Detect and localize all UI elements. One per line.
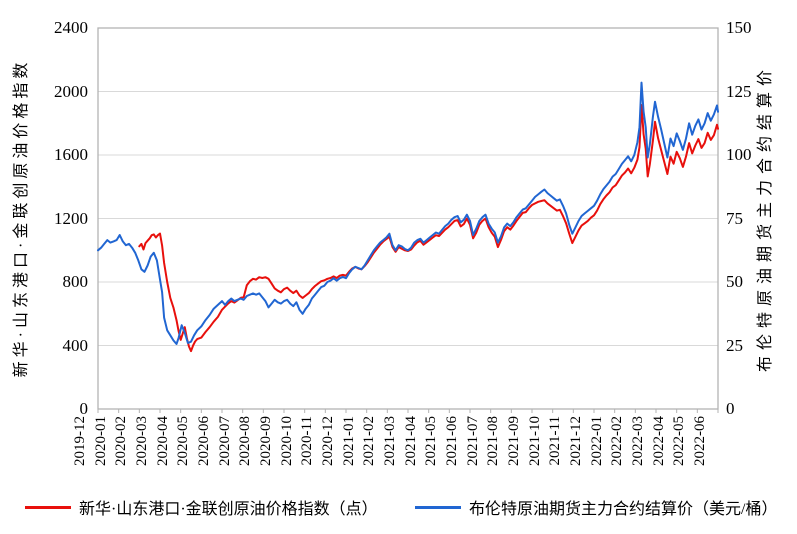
y-left-tick-label: 1600 — [54, 145, 88, 164]
y-left-tick-label: 400 — [62, 335, 89, 355]
legend-label-brent: 布伦特原油期货主力合约结算价（美元/桶） — [469, 501, 778, 518]
y-right-tick-label: 50 — [726, 272, 743, 291]
x-tick-label: 2020-09 — [258, 416, 274, 466]
y-left-tick-label: 2000 — [54, 81, 88, 101]
x-tick-label: 2022-02 — [609, 416, 626, 466]
x-tick-label: 2021-08 — [485, 416, 502, 466]
x-tick-label: 2020-11 — [299, 416, 316, 466]
y-right-tick-label: 75 — [726, 208, 743, 228]
x-tick-label: 2019-12 — [72, 416, 88, 466]
y-right-tick-label: 25 — [726, 335, 743, 355]
x-tick-label: 2021-04 — [402, 416, 419, 466]
y-axis-left-title: 新华·山东港口·金联创原油价格指数 — [13, 58, 30, 378]
x-tick-label: 2020-05 — [175, 416, 192, 466]
blue-line-swatch-icon — [415, 505, 461, 509]
x-tick-label: 2021-03 — [382, 416, 398, 466]
x-tick-label: 2020-02 — [113, 416, 130, 466]
x-tick-label: 2022-06 — [692, 416, 708, 466]
x-tick-label: 2020-06 — [196, 416, 212, 466]
x-tick-label: 2021-07 — [464, 416, 481, 466]
y-left-tick-label: 2400 — [54, 18, 88, 37]
x-tick-label: 2021-11 — [547, 416, 564, 466]
legend-item-brent: 布伦特原油期货主力合约结算价（美元/桶） — [415, 496, 777, 518]
y-right-tick-label: 125 — [726, 81, 752, 101]
x-tick-label: 2020-01 — [92, 416, 109, 466]
legend-item-index: 新华·山东港口·金联创原油价格指数（点） — [25, 496, 378, 518]
x-tick-label: 2021-12 — [568, 416, 584, 466]
y-right-tick-label: 0 — [726, 399, 735, 418]
y-right-tick-label: 100 — [726, 145, 752, 164]
y-left-tick-label: 0 — [79, 399, 89, 418]
x-tick-label: 2021-02 — [361, 416, 378, 466]
x-tick-label: 2020-12 — [320, 416, 336, 466]
x-tick-label: 2020-03 — [134, 416, 150, 466]
y-axis-right-title: 布伦特原油期货主力合约结算价 — [757, 64, 774, 373]
x-tick-label: 2021-06 — [444, 416, 460, 466]
x-tick-label: 2022-05 — [671, 416, 688, 466]
x-tick-label: 2022-04 — [650, 416, 667, 466]
x-tick-label: 2022-01 — [588, 416, 605, 466]
x-tick-label: 2021-09 — [506, 416, 522, 466]
y-left-tick-label: 1200 — [54, 208, 88, 228]
x-tick-label: 2021-05 — [423, 416, 440, 466]
x-tick-label: 2022-03 — [630, 416, 646, 466]
x-tick-label: 2020-07 — [216, 416, 233, 466]
x-tick-label: 2020-04 — [154, 416, 171, 466]
x-tick-label: 2020-10 — [278, 416, 295, 466]
legend: 新华·山东港口·金联创原油价格指数（点） 布伦特原油期货主力合约结算价（美元/桶… — [0, 496, 797, 522]
red-line-swatch-icon — [25, 505, 71, 509]
x-tick-label: 2020-08 — [237, 416, 254, 466]
x-tick-label: 2021-01 — [340, 416, 357, 466]
x-tick-label: 2021-10 — [526, 416, 543, 466]
y-right-tick-label: 150 — [726, 18, 752, 37]
legend-label-index: 新华·山东港口·金联创原油价格指数（点） — [79, 501, 378, 518]
y-left-tick-label: 800 — [62, 272, 89, 291]
